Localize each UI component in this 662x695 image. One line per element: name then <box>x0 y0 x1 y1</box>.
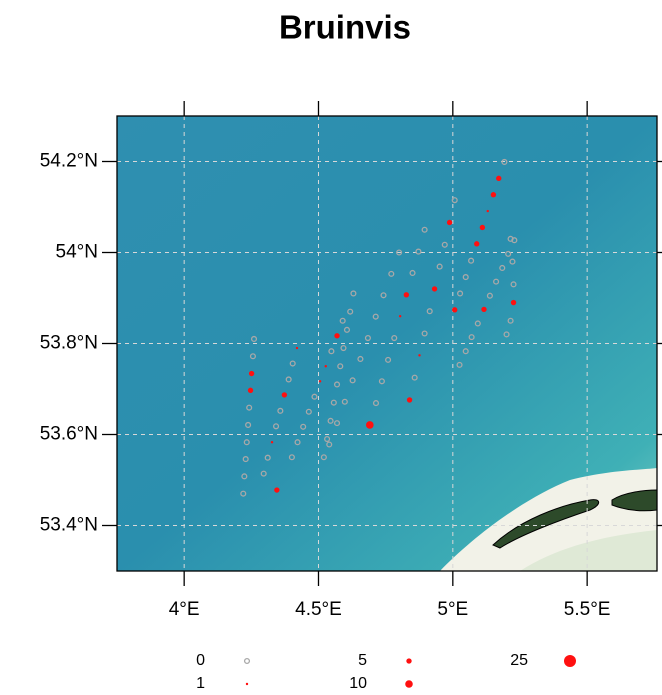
legend-symbol <box>245 659 250 664</box>
survey-point <box>480 225 485 230</box>
survey-point <box>296 347 298 349</box>
legend-symbol <box>246 683 248 685</box>
legend-label: 0 <box>196 652 205 669</box>
map: Bruinvis 4°E 4.5°E 5°E 5.5°E 53.4°N 53.6°N 53.… <box>0 0 662 695</box>
page: Bruinvis 4°E 4.5°E 5°E 5.5°E 53.4°N 53.6°N 53.… <box>0 0 662 695</box>
survey-point <box>319 380 321 382</box>
x-tick-label: 5.5°E <box>564 599 611 620</box>
x-tick-label: 4°E <box>169 599 200 620</box>
survey-point <box>282 392 287 397</box>
survey-point <box>334 333 339 338</box>
legend-label: 1 <box>196 675 205 692</box>
survey-point <box>271 441 273 443</box>
legend-label: 10 <box>349 675 367 692</box>
legend-symbol <box>564 655 576 667</box>
survey-point <box>366 421 374 429</box>
legend-symbol <box>406 658 411 663</box>
legend-symbol <box>405 680 413 688</box>
survey-point <box>249 371 254 376</box>
survey-point <box>404 292 409 297</box>
survey-point <box>274 487 279 492</box>
survey-point <box>418 354 420 356</box>
survey-point <box>248 388 253 393</box>
survey-point <box>474 241 479 246</box>
y-tick-label: 54.2°N <box>40 151 98 172</box>
survey-point <box>496 176 501 181</box>
survey-point <box>487 210 489 212</box>
survey-point <box>407 397 412 402</box>
map-title: Bruinvis <box>279 9 411 46</box>
survey-point <box>432 286 437 291</box>
y-tick-label: 54°N <box>56 242 98 263</box>
survey-point <box>325 365 327 367</box>
survey-point <box>511 300 516 305</box>
survey-point <box>481 307 486 312</box>
y-tick-label: 53.6°N <box>40 424 98 445</box>
survey-point <box>452 307 457 312</box>
legend-label: 25 <box>510 652 528 669</box>
legend-label: 5 <box>358 652 367 669</box>
survey-point <box>491 192 496 197</box>
y-tick-label: 53.4°N <box>40 515 98 536</box>
survey-point <box>399 315 401 317</box>
legend: 0 1 5 10 25 <box>196 652 576 692</box>
x-tick-label: 5°E <box>437 599 468 620</box>
survey-point <box>447 220 452 225</box>
y-tick-label: 53.8°N <box>40 333 98 354</box>
x-tick-label: 4.5°E <box>295 599 342 620</box>
